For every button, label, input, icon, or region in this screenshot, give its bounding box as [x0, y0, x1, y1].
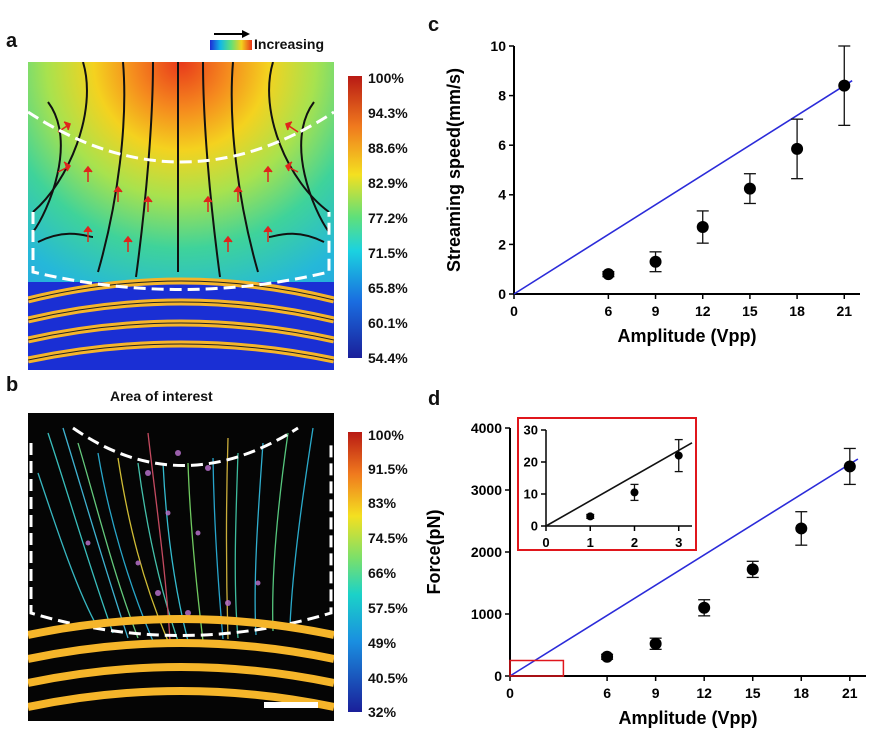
increasing-gradient-bar [210, 40, 252, 50]
colorbar-b [348, 432, 362, 712]
panel-d-label: d [428, 388, 441, 410]
area-of-interest-title: Area of interest [110, 388, 213, 404]
d-y-tick-label: 1000 [471, 606, 502, 622]
inset-x-tick-label: 0 [542, 535, 549, 550]
inset-y-tick-label: 20 [524, 455, 538, 470]
c-data-point [743, 182, 756, 195]
d-data-point [698, 601, 711, 614]
panel-b-label: b [6, 374, 19, 396]
colorbar-a-tick: 60.1% [368, 315, 408, 331]
colorbar-b-tick: 66% [368, 565, 397, 581]
inset-data-point [630, 488, 639, 497]
colorbar-a-tick: 54.4% [368, 350, 408, 366]
inset-data-point [674, 451, 683, 460]
d-fit-line [509, 458, 859, 677]
c-y-tick-label: 0 [498, 286, 506, 302]
d-x-tick-label: 6 [603, 685, 611, 701]
c-y-tick-label: 4 [498, 187, 506, 203]
c-data-point [838, 79, 851, 92]
c-y-tick-label: 10 [490, 38, 506, 54]
colorbar-b-tick: 32% [368, 704, 397, 720]
c-x-tick-label: 9 [652, 303, 660, 319]
d-y-tick-label: 4000 [471, 420, 502, 436]
c-y-tick-label: 8 [498, 88, 506, 104]
d-x-tick-label: 18 [793, 685, 809, 701]
c-x-tick-label: 0 [510, 303, 518, 319]
colorbar-a-tick: 94.3% [368, 105, 408, 121]
colorbar-a-tick: 77.2% [368, 210, 408, 226]
colorbar-b-tick: 83% [368, 495, 397, 511]
colorbar-b-tick: 100% [368, 427, 404, 443]
increasing-arrow-icon [214, 30, 250, 38]
d-x-tick-label: 12 [696, 685, 712, 701]
c-x-tick-label: 21 [836, 303, 852, 319]
panel-a-label: a [6, 30, 18, 52]
c-x-tick-label: 6 [604, 303, 612, 319]
c-x-tick-label: 12 [695, 303, 711, 319]
colorbar-b-tick: 49% [368, 635, 397, 651]
colorbar-b-tick: 57.5% [368, 600, 408, 616]
colorbar-a-tick: 82.9% [368, 175, 408, 191]
colorbar-b-tick: 91.5% [368, 461, 408, 477]
c-y-axis-title: Streaming speed(mm/s) [444, 68, 464, 272]
increasing-label: Increasing [254, 36, 325, 52]
colorbar-a [348, 76, 362, 358]
colorbar-a-tick: 88.6% [368, 140, 408, 156]
inset-y-tick-label: 0 [531, 519, 538, 534]
d-y-axis-title: Force(pN) [424, 509, 444, 594]
c-y-tick-label: 6 [498, 137, 506, 153]
d-data-point [601, 650, 614, 663]
c-fit-line [513, 80, 853, 295]
d-data-point [843, 460, 856, 473]
flow-field-map [28, 62, 334, 370]
colorbar-a-tick: 100% [368, 70, 404, 86]
d-x-tick-label: 15 [745, 685, 761, 701]
colorbar-b-tick: 40.5% [368, 670, 408, 686]
c-x-tick-label: 15 [742, 303, 758, 319]
d-zoom-region-box [509, 659, 565, 677]
d-x-tick-label: 9 [652, 685, 660, 701]
inset-fit-line [545, 442, 693, 527]
inset-y-tick-label: 30 [524, 423, 538, 438]
inset-x-tick-label: 3 [675, 535, 682, 550]
d-y-tick-label: 0 [494, 668, 502, 684]
d-x-tick-label: 21 [842, 685, 858, 701]
c-data-point [696, 221, 709, 234]
colorbar-a-tick: 65.8% [368, 280, 408, 296]
c-x-tick-label: 18 [789, 303, 805, 319]
d-x-axis-title: Amplitude (Vpp) [619, 708, 758, 728]
inset-x-tick-label: 2 [631, 535, 638, 550]
d-data-point [649, 637, 662, 650]
d-data-point [795, 522, 808, 535]
c-y-tick-label: 2 [498, 236, 506, 252]
d-data-point [746, 563, 759, 576]
panel-c-label: c [428, 14, 440, 36]
particle-trajectory-image [28, 413, 334, 721]
inset-y-tick-label: 10 [524, 487, 538, 502]
scale-bar [264, 702, 318, 708]
c-data-point [649, 255, 662, 268]
inset-x-tick-label: 1 [587, 535, 594, 550]
c-data-point [602, 268, 615, 281]
d-y-tick-label: 2000 [471, 544, 502, 560]
colorbar-a-tick: 71.5% [368, 245, 408, 261]
c-data-point [791, 142, 804, 155]
d-x-tick-label: 0 [506, 685, 514, 701]
streaming-speed-chart: 0 6 9 12 15 18 21 0 2 4 6 8 10 Amplitude (Vpp) Streami… [444, 38, 860, 346]
inset-inset-frame [517, 417, 697, 551]
colorbar-b-tick: 74.5% [368, 530, 408, 546]
c-x-axis-title: Amplitude (Vpp) [618, 326, 757, 346]
inset-data-point [586, 512, 595, 521]
d-y-tick-label: 3000 [471, 482, 502, 498]
